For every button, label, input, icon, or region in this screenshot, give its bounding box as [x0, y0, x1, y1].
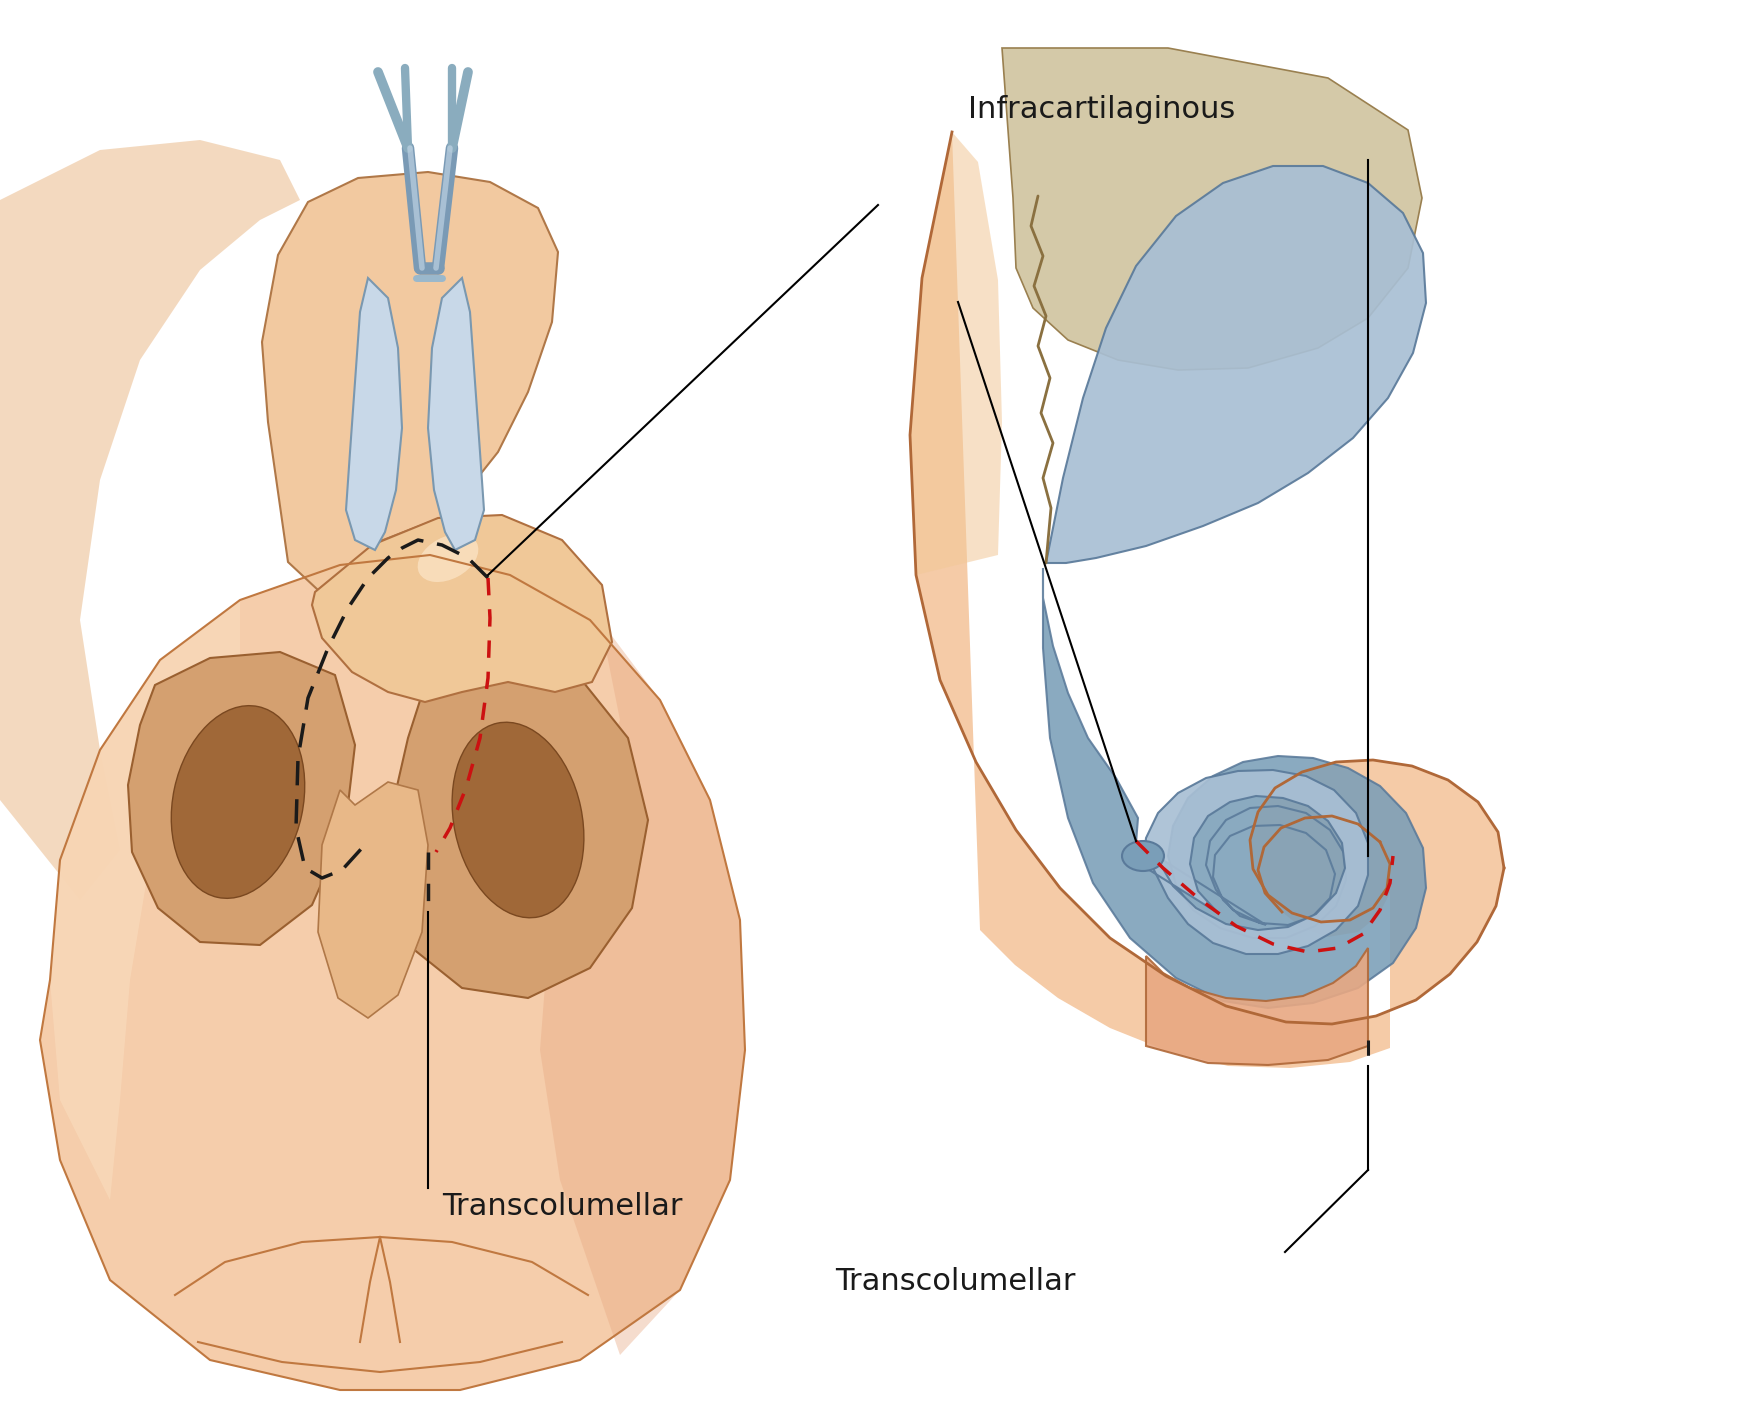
Polygon shape [428, 278, 484, 550]
Ellipse shape [418, 535, 479, 582]
Polygon shape [128, 652, 355, 946]
Polygon shape [1146, 948, 1368, 1065]
Polygon shape [910, 132, 1003, 575]
Polygon shape [910, 132, 1504, 1068]
Polygon shape [51, 600, 239, 1200]
Polygon shape [40, 556, 744, 1390]
Polygon shape [540, 620, 744, 1355]
Polygon shape [1046, 166, 1426, 563]
Ellipse shape [452, 723, 583, 918]
Polygon shape [313, 515, 611, 702]
Polygon shape [346, 278, 402, 550]
Ellipse shape [171, 706, 304, 898]
Text: Infracartilaginous: Infracartilaginous [968, 95, 1235, 123]
Ellipse shape [1122, 840, 1164, 871]
Polygon shape [1043, 568, 1426, 1007]
Text: Transcolumellar: Transcolumellar [442, 1193, 683, 1221]
Polygon shape [390, 638, 648, 998]
Polygon shape [1003, 48, 1422, 370]
Text: Transcolumellar: Transcolumellar [835, 1267, 1076, 1296]
Polygon shape [0, 140, 300, 899]
Polygon shape [318, 781, 428, 1019]
Polygon shape [262, 173, 557, 591]
Polygon shape [1143, 770, 1368, 954]
